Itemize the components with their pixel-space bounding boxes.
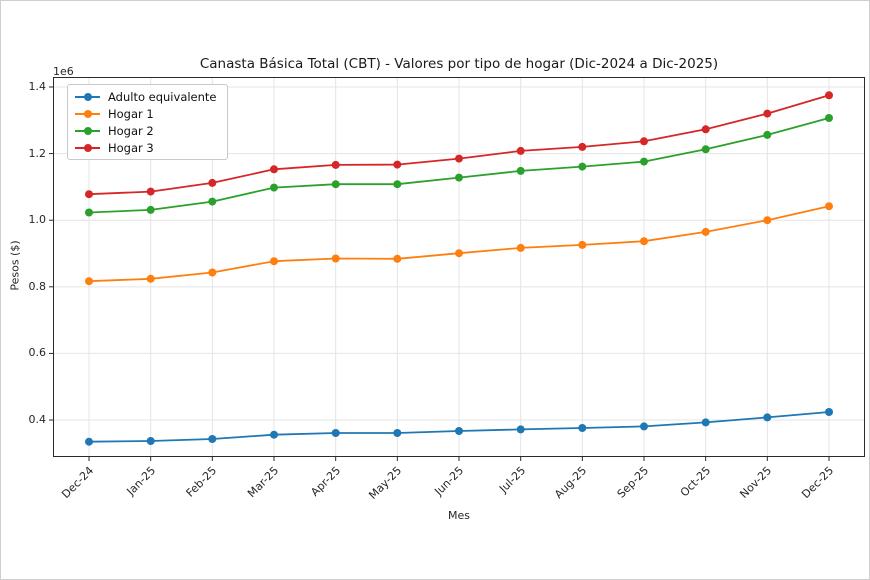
data-point-adulto-equivalente-apr-25	[331, 429, 340, 437]
data-point-hogar-1-may-25	[393, 254, 402, 263]
data-point-hogar-1-nov-25	[763, 216, 772, 225]
legend-label: Hogar 1	[108, 106, 154, 121]
y-tick-label: 1.4	[28, 79, 47, 93]
data-point-hogar-1-jun-25	[455, 249, 463, 258]
legend-item-adulto-equivalente: Adulto equivalente	[75, 88, 217, 105]
data-point-hogar-1-dec-25	[825, 202, 833, 211]
legend-label: Adulto equivalente	[108, 89, 217, 104]
data-point-adulto-equivalente-mar-25	[270, 430, 278, 439]
data-point-hogar-2-nov-25	[763, 130, 772, 139]
y-tick-label: 1.0	[28, 213, 47, 227]
data-point-hogar-1-apr-25	[331, 254, 340, 263]
legend: Adulto equivalente Hogar 1 Hogar 2 Hogar 3	[67, 84, 228, 160]
data-point-hogar-3-jan-25	[146, 187, 155, 196]
data-point-hogar-2-sep-25	[640, 157, 648, 166]
data-point-hogar-2-jan-25	[146, 205, 155, 214]
data-point-adulto-equivalente-nov-25	[763, 413, 772, 422]
data-point-adulto-equivalente-jun-25	[455, 427, 463, 435]
data-point-adulto-equivalente-feb-25	[208, 435, 217, 443]
data-point-hogar-1-jul-25	[516, 243, 525, 252]
y-tick-label: 0.6	[28, 346, 47, 360]
data-point-hogar-2-jul-25	[516, 166, 525, 175]
data-point-hogar-1-sep-25	[640, 237, 648, 246]
data-point-adulto-equivalente-dec-24	[85, 437, 93, 446]
legend-dot-sample	[84, 92, 92, 101]
data-point-hogar-1-dec-24	[85, 277, 93, 286]
legend-dot-sample	[84, 143, 92, 152]
y-axis-offset-label: 1e6	[53, 65, 74, 78]
data-point-hogar-3-aug-25	[578, 142, 587, 151]
data-point-hogar-1-feb-25	[208, 268, 217, 277]
data-point-adulto-equivalente-oct-25	[701, 418, 710, 427]
data-point-hogar-3-nov-25	[763, 109, 772, 118]
data-point-hogar-2-dec-25	[825, 114, 833, 122]
data-point-hogar-1-oct-25	[701, 227, 710, 236]
data-point-adulto-equivalente-dec-25	[825, 408, 833, 416]
y-tick-label: 1.2	[28, 146, 47, 160]
data-point-adulto-equivalente-aug-25	[578, 424, 587, 432]
data-point-adulto-equivalente-jul-25	[516, 425, 525, 434]
data-point-hogar-1-jan-25	[146, 274, 155, 283]
data-point-hogar-3-may-25	[393, 160, 402, 169]
y-tick-label: 0.4	[28, 413, 47, 427]
y-tick-label: 0.8	[28, 279, 47, 293]
data-point-hogar-3-jul-25	[516, 146, 525, 155]
legend-marker-icon	[75, 105, 100, 122]
legend-dot-sample	[84, 126, 92, 135]
data-point-hogar-1-aug-25	[578, 240, 587, 249]
data-point-hogar-2-apr-25	[331, 180, 340, 189]
data-point-hogar-3-oct-25	[701, 125, 710, 134]
data-point-hogar-3-dec-25	[825, 91, 833, 100]
legend-label: Hogar 2	[108, 123, 154, 138]
data-point-hogar-2-mar-25	[270, 183, 278, 192]
legend-dot-sample	[84, 109, 92, 118]
data-point-hogar-2-may-25	[393, 180, 402, 189]
legend-marker-icon	[75, 122, 100, 139]
data-point-hogar-3-dec-24	[85, 190, 93, 199]
data-point-hogar-3-sep-25	[640, 137, 648, 146]
legend-marker-icon	[75, 88, 100, 105]
data-point-hogar-1-mar-25	[270, 257, 278, 266]
legend-item-hogar-2: Hogar 2	[75, 122, 217, 139]
legend-label: Hogar 3	[108, 140, 154, 155]
axes-frame	[53, 77, 865, 457]
data-point-adulto-equivalente-jan-25	[146, 437, 155, 445]
data-point-adulto-equivalente-may-25	[393, 429, 402, 437]
data-point-hogar-3-mar-25	[270, 165, 278, 174]
legend-item-hogar-1: Hogar 1	[75, 105, 217, 122]
data-point-hogar-2-jun-25	[455, 173, 463, 182]
legend-marker-icon	[75, 139, 100, 156]
chart-title: Canasta Básica Total (CBT) - Valores por…	[199, 56, 719, 72]
x-axis-label: Mes	[448, 509, 470, 522]
data-point-hogar-2-oct-25	[701, 145, 710, 154]
legend-item-hogar-3: Hogar 3	[75, 139, 217, 156]
data-point-hogar-3-feb-25	[208, 178, 217, 187]
data-point-hogar-3-jun-25	[455, 154, 463, 163]
data-point-hogar-2-dec-24	[85, 208, 93, 217]
data-point-hogar-3-apr-25	[331, 160, 340, 169]
data-point-adulto-equivalente-sep-25	[640, 422, 648, 431]
data-point-hogar-2-feb-25	[208, 197, 217, 206]
data-point-hogar-2-aug-25	[578, 162, 587, 171]
